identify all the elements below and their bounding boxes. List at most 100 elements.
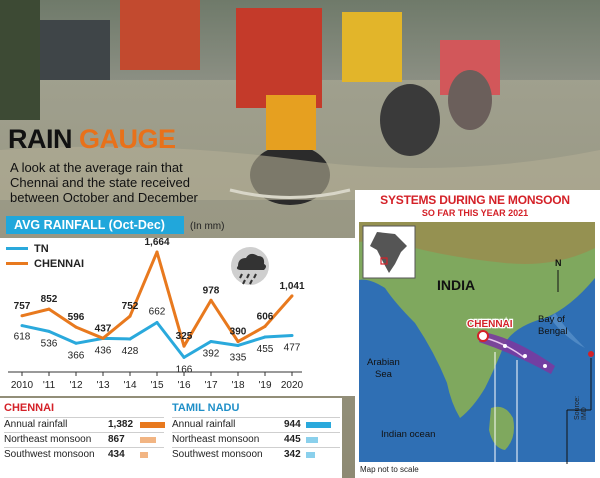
legend-swatch-chennai (6, 262, 28, 265)
row-label: Annual rainfall (172, 419, 236, 430)
data-label-tn: 436 (95, 345, 112, 356)
india-landmass (359, 222, 595, 418)
legend-item-chennai: CHENNAI (6, 256, 84, 271)
legend-item-tn: TN (6, 241, 84, 256)
monsoon-systems-map: INDIA CHENNAI Arabian Sea Bay of Bengal … (359, 222, 595, 464)
x-tick-label: '11 (43, 380, 56, 391)
data-label-tn: 455 (257, 344, 274, 355)
data-label-chennai: 852 (41, 294, 58, 305)
data-label-chennai: 437 (95, 323, 112, 334)
data-point-chennai (101, 336, 105, 340)
row-label: Annual rainfall (4, 419, 68, 430)
data-point-chennai (47, 307, 51, 311)
row-value: 434 (108, 449, 125, 460)
map-note: Map not to scale (360, 465, 419, 474)
data-point-tn (47, 329, 51, 333)
tamil-nadu-table: TAMIL NADU Annual rainfall 944 Northeast m… (172, 402, 340, 462)
data-label-tn: 428 (122, 346, 139, 357)
data-label-chennai: 1,664 (144, 238, 169, 248)
row-label: Southwest monsoon (4, 449, 95, 460)
yellow-vehicle-shape (342, 12, 402, 82)
x-tick-label: 2010 (11, 380, 34, 391)
data-point-tn (155, 320, 159, 324)
data-label-tn: 536 (41, 338, 58, 349)
x-tick-label: '16 (177, 380, 190, 391)
x-tick-label: '13 (96, 380, 109, 391)
data-point-tn (182, 355, 186, 359)
data-point-chennai (128, 314, 132, 318)
data-point-chennai (182, 344, 186, 348)
chart-unit-label: (In mm) (190, 221, 225, 232)
storm-track (477, 330, 594, 464)
row-bar (140, 437, 156, 443)
chennai-table-heading: CHENNAI (4, 402, 55, 414)
page-title-accent: GAUGE (79, 124, 176, 154)
x-tick-label: '15 (150, 380, 163, 391)
map-label-bay-1: Bay of (538, 314, 565, 325)
chart-title: AVG RAINFALL (Oct-Dec) (6, 216, 184, 234)
data-point-chennai (263, 324, 267, 328)
row-value: 867 (108, 434, 125, 445)
page-title: RAIN GAUGE (8, 124, 176, 154)
rainfall-line-chart: 2010 '11 '12 '13 '14 '15 '16 '17 '18 '19 2020 618 53… (8, 238, 305, 391)
table-row: Southwest monsoon 342 (172, 447, 340, 462)
data-point-chennai (74, 325, 78, 329)
row-label: Northeast monsoon (172, 434, 260, 445)
table-row: Northeast monsoon 445 (172, 432, 340, 447)
data-label-tn: 662 (149, 306, 166, 317)
x-tick-label: '17 (204, 380, 217, 391)
data-point-tn (20, 324, 24, 328)
table-row: Annual rainfall 1,382 (4, 417, 165, 432)
data-point-tn (290, 333, 294, 337)
map-label-indian-ocean: Indian ocean (381, 429, 435, 440)
india-inset-icon (370, 232, 407, 273)
data-label-chennai: 757 (14, 301, 31, 312)
row-value: 944 (284, 419, 301, 430)
map-subtitle: SO FAR THIS YEAR 2021 (421, 208, 529, 218)
row-bar (140, 422, 165, 428)
data-point-chennai (20, 314, 24, 318)
data-point-chennai (209, 298, 213, 302)
x-tick-label: '19 (258, 380, 271, 391)
row-value: 445 (284, 434, 301, 445)
x-tick-label: '14 (123, 380, 136, 391)
data-point-chennai (290, 294, 294, 298)
legend-label-chennai: CHENNAI (34, 257, 85, 270)
data-label-chennai: 325 (176, 331, 193, 342)
table-row: Northeast monsoon 867 (4, 432, 164, 447)
data-label-tn: 166 (176, 364, 193, 375)
north-label: N (555, 258, 562, 268)
data-point-chennai (155, 250, 159, 254)
row-value: 342 (284, 449, 301, 460)
red-truck-shape (236, 8, 322, 108)
rain-cloud-icon (231, 247, 269, 285)
data-label-tn: 477 (284, 342, 301, 353)
data-label-tn: 392 (203, 348, 220, 359)
map-label-arabian-sea-2: Sea (375, 369, 393, 380)
x-tick-label: '18 (231, 380, 244, 391)
data-point-tn (236, 343, 240, 347)
map-label-chennai: CHENNAI (467, 319, 513, 330)
page-subtitle: A look at the average rain that Chennai … (10, 160, 198, 205)
data-label-chennai: 390 (230, 327, 247, 338)
table-row: Annual rainfall 944 (172, 417, 340, 432)
rainfall-tables: CHENNAI Annual rainfall 1,382 Northeast mo… (0, 398, 342, 478)
series-line-tn (21, 320, 293, 359)
legend-label-tn: TN (34, 242, 49, 255)
chart-legend: TN CHENNAI (6, 241, 84, 271)
row-value: 1,382 (108, 419, 134, 430)
data-label-chennai: 606 (257, 311, 274, 322)
data-point-tn (263, 335, 267, 339)
table-row: Southwest monsoon 434 (4, 447, 164, 462)
row-label: Southwest monsoon (172, 449, 263, 460)
map-label-bay-2: Bengal (538, 326, 568, 337)
callout-dot-icon (588, 351, 594, 357)
data-label-tn: 335 (230, 352, 247, 363)
row-bar (306, 437, 318, 443)
tamil-nadu-table-heading: TAMIL NADU (172, 402, 240, 414)
x-tick-label: '12 (69, 380, 82, 391)
data-point-chennai (236, 340, 240, 344)
chennai-table: CHENNAI Annual rainfall 1,382 Northeast mo… (4, 402, 165, 462)
map-label-india: INDIA (437, 277, 475, 293)
